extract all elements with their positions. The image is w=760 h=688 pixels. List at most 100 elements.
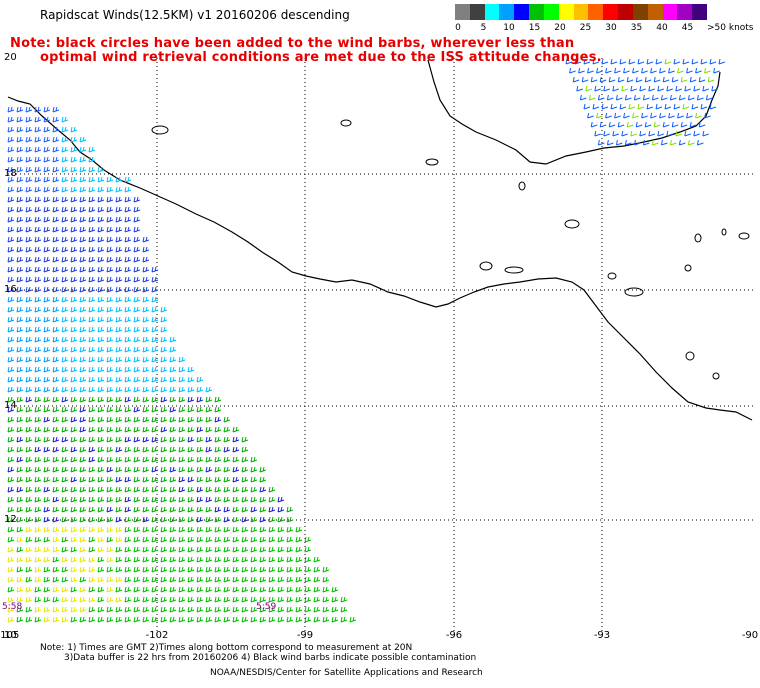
wind-barb <box>52 216 60 223</box>
wind-barb <box>187 426 195 433</box>
wind-barb <box>214 526 222 533</box>
wind-barb <box>124 526 132 533</box>
wind-barb <box>7 566 15 573</box>
wind-barb <box>205 556 213 563</box>
wind-barb <box>268 566 276 573</box>
wind-barb <box>16 396 24 403</box>
wind-barb <box>304 596 312 603</box>
wind-barb <box>34 166 42 173</box>
wind-barb <box>7 436 15 443</box>
wind-barb <box>7 136 15 143</box>
wind-barb <box>668 67 675 74</box>
wind-barb <box>133 416 141 423</box>
wind-barb <box>25 426 33 433</box>
wind-barb <box>232 606 240 613</box>
wind-barb <box>223 606 231 613</box>
wind-barb <box>615 94 623 101</box>
wind-barb <box>52 366 60 373</box>
wind-barb <box>16 356 24 363</box>
wind-barb <box>666 130 673 137</box>
wind-barb <box>7 486 15 493</box>
wind-barb <box>124 616 132 623</box>
wind-barb <box>277 566 285 573</box>
wind-barb <box>34 476 42 483</box>
wind-barb <box>151 296 159 303</box>
legend-swatch <box>484 4 500 20</box>
wind-barb <box>133 556 141 563</box>
wind-barb <box>115 576 123 583</box>
contamination-note-line-1: Note: black circles have been added to t… <box>10 36 575 51</box>
wind-barb <box>187 486 195 493</box>
wind-barb <box>70 556 78 563</box>
wind-barb <box>7 246 15 253</box>
wind-barb <box>88 546 96 553</box>
wind-barb <box>124 186 132 193</box>
wind-barb <box>142 596 150 603</box>
wind-barb <box>88 316 96 323</box>
wind-barb <box>25 326 33 333</box>
wind-barb <box>61 186 69 193</box>
wind-barb <box>691 103 699 110</box>
wind-barb <box>133 316 141 323</box>
wind-barb <box>43 186 51 193</box>
wind-barb <box>268 586 276 593</box>
wind-barb <box>214 606 222 613</box>
wind-barb <box>133 306 141 313</box>
wind-barb <box>214 616 222 623</box>
wind-barb <box>43 236 51 243</box>
wind-barb <box>151 616 159 623</box>
wind-barb <box>70 216 78 223</box>
wind-barb <box>115 216 123 223</box>
wind-barb <box>106 606 114 613</box>
wind-barb <box>70 616 78 623</box>
wind-barb <box>61 476 69 483</box>
wind-barb <box>196 456 204 463</box>
wind-barb <box>43 536 51 543</box>
wind-barb <box>205 386 213 393</box>
wind-barb <box>160 456 168 463</box>
wind-barb <box>581 76 589 83</box>
wind-barb <box>34 246 42 253</box>
wind-barb <box>70 536 78 543</box>
wind-barb <box>601 103 609 110</box>
wind-barb <box>79 266 87 273</box>
wind-barb <box>79 436 87 443</box>
wind-barb <box>277 506 285 513</box>
footer-credit: NOAA/NESDIS/Center for Satellite Applica… <box>210 668 483 678</box>
wind-barb <box>142 606 150 613</box>
wind-barb <box>268 596 276 603</box>
wind-barb <box>196 546 204 553</box>
wind-barb <box>79 306 87 313</box>
wind-barb <box>106 506 114 513</box>
legend-swatch <box>603 4 619 20</box>
wind-barb <box>25 226 33 233</box>
wind-barb <box>205 496 213 503</box>
wind-barb <box>133 546 141 553</box>
wind-barb <box>25 246 33 253</box>
wind-barb <box>25 106 33 113</box>
wind-barb <box>34 486 42 493</box>
lat-lon-grid <box>8 58 756 636</box>
wind-barb <box>106 586 114 593</box>
wind-barb <box>115 276 123 283</box>
wind-barb <box>61 426 69 433</box>
wind-barb <box>61 146 69 153</box>
wind-barb <box>61 436 69 443</box>
wind-barb <box>142 496 150 503</box>
wind-barb <box>601 58 609 65</box>
wind-barb <box>133 396 141 403</box>
wind-barb <box>97 346 105 353</box>
wind-barb <box>178 556 186 563</box>
wind-barb <box>304 566 312 573</box>
wind-barb <box>16 496 24 503</box>
wind-barb <box>88 446 96 453</box>
wind-barb <box>133 386 141 393</box>
wind-barb <box>578 67 585 74</box>
wind-barb <box>704 112 711 119</box>
island <box>151 125 169 135</box>
wind-barb <box>241 506 249 513</box>
wind-barb <box>313 576 321 583</box>
wind-barb <box>79 536 87 543</box>
wind-barb <box>115 376 123 383</box>
wind-barb <box>79 606 87 613</box>
